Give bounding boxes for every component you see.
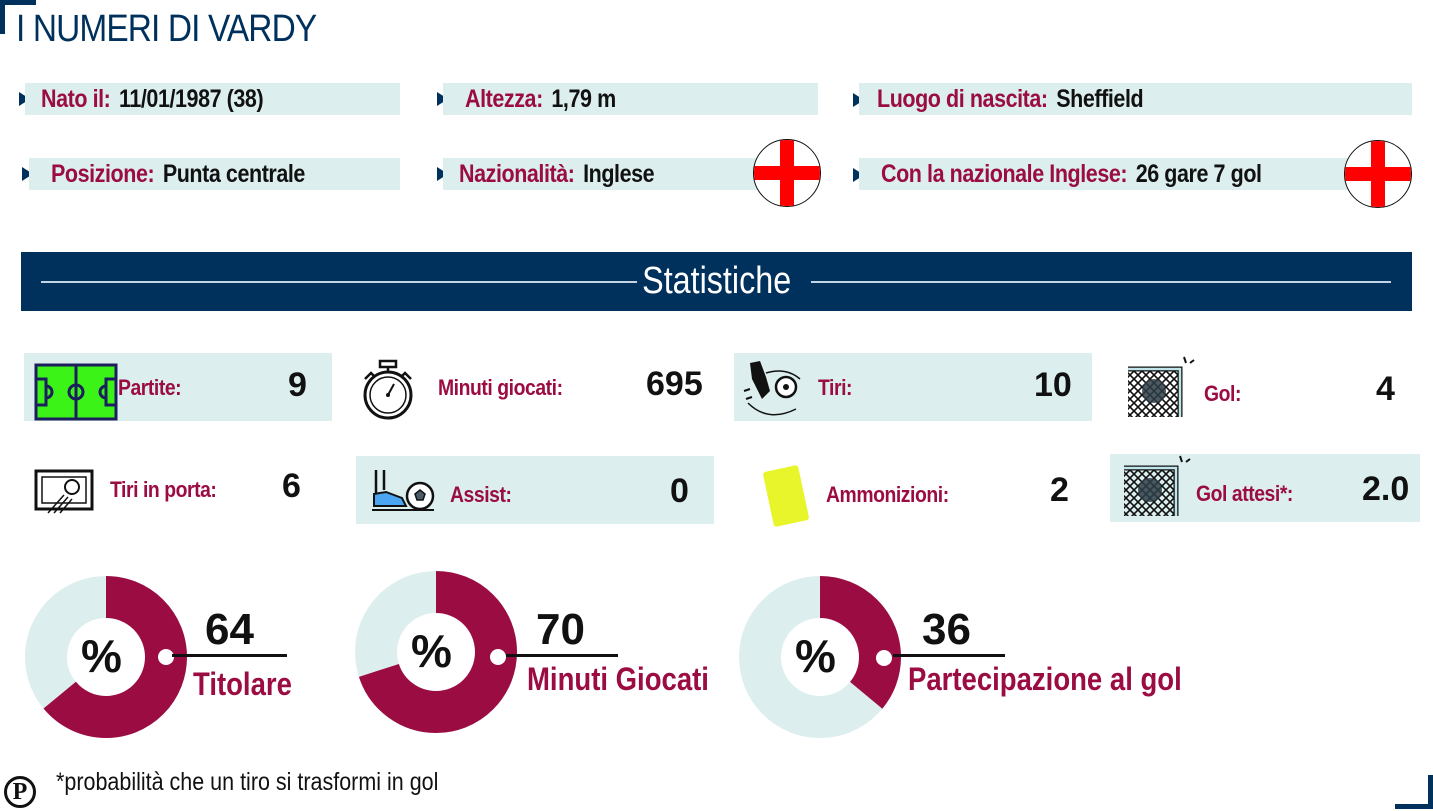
info-label: Altezza: bbox=[465, 84, 543, 113]
bullet-triangle-icon bbox=[853, 168, 864, 182]
donut-value: 70 bbox=[536, 605, 585, 654]
divider-line bbox=[41, 281, 641, 283]
yellow-card-icon bbox=[763, 465, 809, 527]
stat-tiri-in-porta: Tiri in porta: 6 bbox=[24, 455, 332, 523]
info-height: Altezza: 1,79 m bbox=[443, 83, 818, 115]
england-flag-icon bbox=[1344, 140, 1412, 208]
stat-assist: Assist: 0 bbox=[356, 456, 714, 524]
goal-net-icon bbox=[1128, 356, 1195, 417]
percent-symbol: % bbox=[81, 630, 122, 682]
donut-value: 64 bbox=[205, 605, 254, 654]
stat-value: 0 bbox=[670, 472, 689, 510]
england-flag-icon bbox=[753, 139, 821, 207]
info-label: Luogo di nascita: bbox=[877, 84, 1048, 113]
stat-label: Gol: bbox=[1204, 381, 1241, 406]
donut-label: Minuti Giocati bbox=[527, 661, 709, 697]
corner-decoration-top-left bbox=[0, 0, 5, 34]
stat-label: Assist: bbox=[450, 482, 512, 507]
stat-tiri: Tiri: 10 bbox=[734, 353, 1092, 421]
section-title: Statistiche bbox=[636, 260, 797, 303]
section-header-statistiche: Statistiche bbox=[21, 252, 1412, 311]
info-label: Nato il: bbox=[41, 84, 111, 113]
donut-chart-titolare: % bbox=[25, 576, 187, 738]
percent-symbol: % bbox=[411, 625, 452, 677]
stat-value: 4 bbox=[1376, 370, 1395, 408]
stat-partite: Partite: 9 bbox=[24, 353, 332, 421]
stat-label: Gol attesi*: bbox=[1196, 481, 1293, 506]
connector-dot bbox=[876, 650, 892, 666]
footnote: *probabilità che un tiro si trasformi in… bbox=[56, 768, 439, 796]
boot-ball-icon bbox=[372, 470, 435, 511]
stat-value: 10 bbox=[1034, 366, 1072, 404]
bullet-triangle-icon bbox=[853, 93, 864, 107]
info-nationality: Nazionalità: Inglese bbox=[443, 158, 773, 190]
donut-chart-minuti-giocati: % bbox=[355, 571, 517, 733]
info-label: Con la nazionale Inglese: bbox=[881, 159, 1128, 188]
stopwatch-icon bbox=[363, 359, 413, 420]
football-pitch-icon bbox=[34, 363, 118, 421]
info-label: Posizione: bbox=[51, 159, 155, 188]
corner-decoration-bottom-right bbox=[1395, 804, 1433, 809]
publisher-logo: P bbox=[4, 776, 36, 808]
stat-value: 9 bbox=[288, 366, 307, 404]
corner-decoration-top-left bbox=[0, 0, 36, 5]
connector-line bbox=[172, 654, 287, 657]
stat-minuti-giocati: Minuti giocati: 695 bbox=[356, 353, 716, 421]
stat-label: Minuti giocati: bbox=[438, 375, 563, 400]
stat-label: Partite: bbox=[118, 375, 182, 400]
stat-gol: Gol: 4 bbox=[1110, 353, 1420, 421]
stat-value: 6 bbox=[282, 467, 301, 505]
stat-ammonizioni: Ammonizioni: 2 bbox=[734, 456, 1092, 527]
divider-line bbox=[811, 281, 1391, 283]
percent-symbol: % bbox=[795, 630, 836, 682]
info-value: Sheffield bbox=[1056, 84, 1144, 113]
stat-value: 2 bbox=[1050, 471, 1069, 509]
goal-net-icon bbox=[1124, 455, 1191, 516]
connector-line bbox=[893, 654, 1005, 657]
info-national-team: Con la nazionale Inglese: 26 gare 7 gol bbox=[859, 158, 1359, 190]
stat-gol-attesi: Gol attesi*: 2.0 bbox=[1110, 454, 1420, 522]
info-position: Posizione: Punta centrale bbox=[29, 158, 400, 190]
info-value: Punta centrale bbox=[162, 159, 306, 188]
info-label: Nazionalità: bbox=[459, 159, 575, 188]
info-value: 1,79 m bbox=[551, 84, 616, 113]
connector-dot bbox=[490, 649, 506, 665]
bullet-triangle-icon bbox=[19, 92, 30, 106]
info-birthdate: Nato il: 11/01/1987 (38) bbox=[25, 83, 400, 115]
bullet-triangle-icon bbox=[22, 167, 33, 181]
page-title: I NUMERI DI VARDY bbox=[16, 8, 317, 50]
donut-value: 36 bbox=[922, 605, 971, 654]
stat-value: 2.0 bbox=[1362, 470, 1410, 508]
bullet-triangle-icon bbox=[437, 167, 448, 181]
donut-label: Partecipazione al gol bbox=[908, 661, 1182, 697]
stat-label: Ammonizioni: bbox=[826, 482, 949, 507]
stat-value: 695 bbox=[646, 365, 703, 403]
donut-chart-partecipazione-gol: % bbox=[739, 576, 901, 738]
info-value: 11/01/1987 (38) bbox=[119, 84, 264, 113]
info-value: Inglese bbox=[583, 159, 655, 188]
info-value: 26 gare 7 gol bbox=[1135, 159, 1262, 188]
corner-decoration-bottom-right bbox=[1428, 775, 1433, 809]
connector-line bbox=[506, 654, 618, 657]
bullet-triangle-icon bbox=[437, 92, 448, 106]
donut-label: Titolare bbox=[193, 666, 292, 702]
info-birthplace: Luogo di nascita: Sheffield bbox=[859, 83, 1412, 115]
stat-label: Tiri in porta: bbox=[110, 477, 217, 502]
stat-label: Tiri: bbox=[818, 375, 853, 400]
connector-dot bbox=[158, 649, 174, 665]
shot-on-target-icon bbox=[34, 469, 94, 514]
kick-ball-icon bbox=[743, 361, 801, 416]
